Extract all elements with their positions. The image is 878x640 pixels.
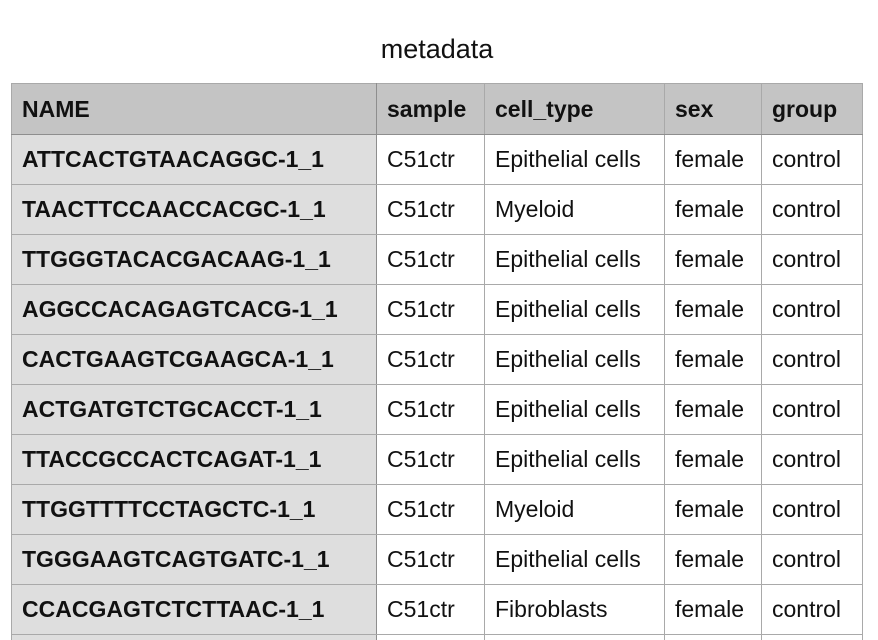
row-name-cell: TTGGTTTTCCTAGCTC-1_1 (11, 484, 377, 535)
metadata-table: NAME sample cell_type sex group ATTCACTG… (11, 83, 863, 640)
table-row: CCACGAGTCTCTTAAC-1_1 C51ctr Fibroblasts … (11, 584, 863, 635)
cell-type-cell: Myeloid (484, 184, 665, 235)
column-header-sample[interactable]: sample (376, 83, 485, 135)
sample-cell: C51ctr (376, 234, 485, 285)
cell-type-cell: Myeloid (484, 484, 665, 535)
row-name-cell: CACTGAAGTCGAAGCA-1_1 (11, 334, 377, 385)
sex-cell: female (664, 334, 762, 385)
column-header-name[interactable]: NAME (11, 83, 377, 135)
table-row: ATTCACTGTAACAGGC-1_1 C51ctr Epithelial c… (11, 134, 863, 185)
row-name-cell: AGGCCACAGAGTCACG-1_1 (11, 284, 377, 335)
row-name-cell: CCACGAGTCTCTTAAC-1_1 (11, 584, 377, 635)
table-row: TGGGAAGTCAGTGATC-1_1 C51ctr Epithelial c… (11, 534, 863, 585)
sex-cell (664, 634, 762, 640)
header-row: NAME sample cell_type sex group (11, 83, 863, 135)
cell-type-cell: Epithelial cells (484, 234, 665, 285)
table-header: NAME sample cell_type sex group (11, 83, 863, 135)
sample-cell: C51ctr (376, 184, 485, 235)
cell-type-cell: Epithelial cells (484, 384, 665, 435)
sample-cell: C51ctr (376, 284, 485, 335)
table-row: TTGGTTTTCCTAGCTC-1_1 C51ctr Myeloid fema… (11, 484, 863, 535)
cell-type-cell: Epithelial cells (484, 434, 665, 485)
sample-cell: C51ctr (376, 484, 485, 535)
group-cell: control (761, 584, 863, 635)
table-row: TTACCGCCACTCAGAT-1_1 C51ctr Epithelial c… (11, 434, 863, 485)
column-header-cell-type[interactable]: cell_type (484, 83, 665, 135)
row-name-cell: ATTCACTGTAACAGGC-1_1 (11, 134, 377, 185)
cell-type-cell (484, 634, 665, 640)
sample-cell: C51ctr (376, 584, 485, 635)
table-body: ATTCACTGTAACAGGC-1_1 C51ctr Epithelial c… (11, 134, 863, 640)
group-cell (761, 634, 863, 640)
sex-cell: female (664, 184, 762, 235)
sex-cell: female (664, 234, 762, 285)
sex-cell: female (664, 134, 762, 185)
sample-cell: C51ctr (376, 534, 485, 585)
row-name-cell: TTGGGTACACGACAAG-1_1 (11, 234, 377, 285)
sex-cell: female (664, 484, 762, 535)
group-cell: control (761, 484, 863, 535)
column-header-group[interactable]: group (761, 83, 863, 135)
group-cell: control (761, 434, 863, 485)
group-cell: control (761, 384, 863, 435)
table-row: TTGGGTACACGACAAG-1_1 C51ctr Epithelial c… (11, 234, 863, 285)
group-cell: control (761, 134, 863, 185)
group-cell: control (761, 334, 863, 385)
cell-type-cell: Epithelial cells (484, 534, 665, 585)
table-row: ACTGATGTCTGCACCT-1_1 C51ctr Epithelial c… (11, 384, 863, 435)
cell-type-cell: Epithelial cells (484, 284, 665, 335)
group-cell: control (761, 284, 863, 335)
table-row: TAACTTCCAACCACGC-1_1 C51ctr Myeloid fema… (11, 184, 863, 235)
table-row: AGGCCACAGAGTCACG-1_1 C51ctr Epithelial c… (11, 284, 863, 335)
cell-type-cell: Epithelial cells (484, 334, 665, 385)
row-name-cell: TTACCGCCACTCAGAT-1_1 (11, 434, 377, 485)
cell-type-cell: Fibroblasts (484, 584, 665, 635)
row-name-cell: TAACTTCCAACCACGC-1_1 (11, 184, 377, 235)
sex-cell: female (664, 384, 762, 435)
sample-cell: C51ctr (376, 134, 485, 185)
sex-cell: female (664, 284, 762, 335)
column-header-sex[interactable]: sex (664, 83, 762, 135)
cell-type-cell: Epithelial cells (484, 134, 665, 185)
row-name-cell: ACTGATGTCTGCACCT-1_1 (11, 384, 377, 435)
table-title: metadata (380, 34, 494, 64)
sample-cell: C51ctr (376, 434, 485, 485)
sample-cell (376, 634, 485, 640)
sex-cell: female (664, 534, 762, 585)
group-cell: control (761, 234, 863, 285)
table-row-partial (11, 634, 863, 640)
sex-cell: female (664, 434, 762, 485)
group-cell: control (761, 184, 863, 235)
sex-cell: female (664, 584, 762, 635)
row-name-cell (11, 634, 377, 640)
sample-cell: C51ctr (376, 334, 485, 385)
sample-cell: C51ctr (376, 384, 485, 435)
table-row: CACTGAAGTCGAAGCA-1_1 C51ctr Epithelial c… (11, 334, 863, 385)
row-name-cell: TGGGAAGTCAGTGATC-1_1 (11, 534, 377, 585)
group-cell: control (761, 534, 863, 585)
